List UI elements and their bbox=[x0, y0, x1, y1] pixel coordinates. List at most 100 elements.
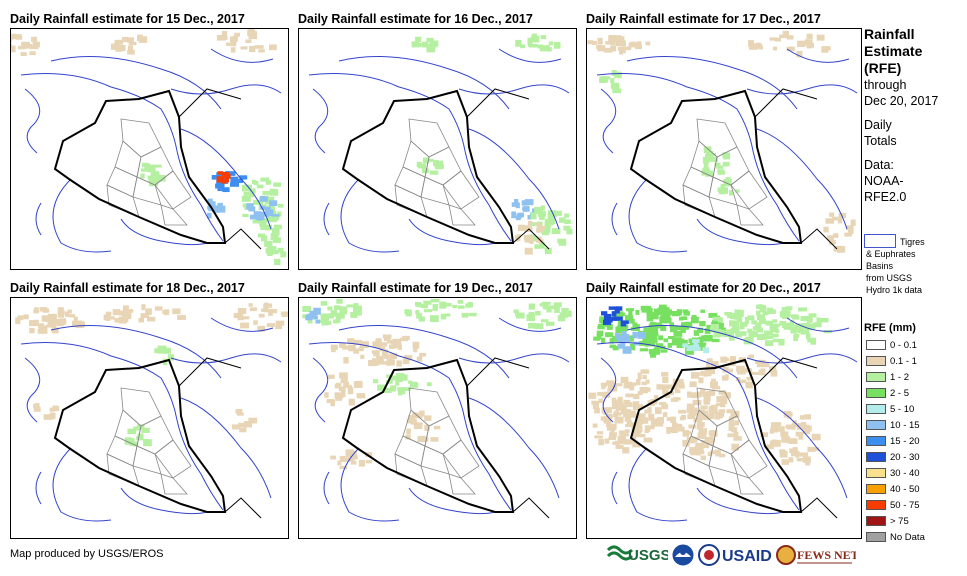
rain-cell bbox=[613, 74, 621, 78]
rain-cell bbox=[561, 307, 569, 315]
rain-cell bbox=[625, 393, 634, 398]
rain-cell bbox=[793, 333, 800, 338]
rain-cell bbox=[384, 336, 391, 341]
rain-cell bbox=[269, 309, 278, 314]
rain-cell bbox=[728, 368, 733, 373]
rain-cell bbox=[623, 439, 633, 445]
rain-cell bbox=[21, 41, 30, 49]
rain-cell bbox=[671, 427, 678, 434]
rain-cell bbox=[542, 305, 548, 309]
rain-cell bbox=[637, 372, 642, 380]
rain-cell bbox=[312, 315, 318, 320]
legend-swatch bbox=[866, 420, 886, 430]
rain-cell bbox=[678, 409, 686, 414]
rain-cell bbox=[157, 175, 166, 182]
rain-cell bbox=[629, 343, 636, 351]
legend-swatch bbox=[866, 356, 886, 366]
basin-line-5: Hydro 1k data bbox=[866, 285, 923, 295]
rain-cell bbox=[245, 39, 252, 44]
rain-cell bbox=[371, 350, 380, 354]
rain-cell bbox=[163, 347, 171, 354]
rain-cell bbox=[11, 33, 16, 40]
rain-cell bbox=[540, 35, 547, 40]
legend-title: RFE (mm) bbox=[864, 322, 916, 334]
rain-cell bbox=[694, 411, 703, 416]
sidebar-daily: Daily bbox=[864, 118, 892, 132]
rain-cell bbox=[553, 213, 558, 217]
rain-cell bbox=[416, 356, 423, 362]
river-basin-line bbox=[628, 447, 688, 522]
legend-label: 30 - 40 bbox=[890, 468, 920, 479]
basin-line-3: Basins bbox=[866, 261, 894, 271]
usaid-logo: USAID bbox=[698, 540, 776, 570]
rain-cell bbox=[737, 332, 747, 336]
rain-cell bbox=[655, 407, 662, 415]
rain-cell bbox=[669, 322, 675, 328]
rain-cell bbox=[669, 325, 678, 333]
rain-cell bbox=[23, 314, 29, 320]
rain-cell bbox=[343, 381, 349, 388]
rain-cell bbox=[233, 35, 238, 42]
rain-cell bbox=[522, 207, 530, 211]
rain-cell bbox=[775, 440, 781, 447]
rain-cell bbox=[632, 401, 640, 407]
rain-cell bbox=[610, 316, 618, 321]
rain-cell bbox=[715, 414, 720, 420]
rain-cell bbox=[379, 346, 386, 352]
rain-cell bbox=[515, 202, 520, 209]
rain-cell bbox=[260, 205, 266, 210]
rain-cell bbox=[515, 39, 522, 47]
rain-cell bbox=[622, 447, 630, 454]
rain-cell bbox=[685, 347, 694, 355]
rain-cell bbox=[702, 392, 708, 398]
map-panel-1 bbox=[10, 28, 289, 270]
rain-cell bbox=[607, 387, 615, 392]
rain-cell bbox=[689, 411, 695, 419]
rain-cell bbox=[563, 225, 571, 231]
rain-cell bbox=[608, 306, 617, 310]
rain-cell bbox=[624, 315, 634, 321]
rain-cell bbox=[250, 29, 256, 37]
rain-cell bbox=[630, 440, 638, 444]
rain-cell bbox=[757, 304, 763, 308]
rain-cell bbox=[663, 317, 671, 324]
river-basin-line bbox=[340, 447, 400, 522]
rain-cell bbox=[724, 393, 731, 399]
rain-cell bbox=[676, 309, 683, 316]
rain-cell bbox=[800, 329, 810, 335]
rain-cell bbox=[600, 416, 610, 421]
rain-cell bbox=[244, 184, 253, 192]
river-basin-line bbox=[756, 397, 848, 499]
rain-cell bbox=[702, 156, 710, 164]
rain-cell bbox=[692, 339, 700, 344]
rain-cell bbox=[416, 303, 423, 308]
river-basin-line bbox=[20, 342, 224, 511]
rain-cell bbox=[11, 36, 12, 43]
rain-cell bbox=[681, 316, 688, 321]
rain-cell bbox=[717, 187, 726, 193]
rain-cell bbox=[610, 78, 615, 84]
rain-cell bbox=[671, 422, 678, 429]
rain-cell bbox=[779, 311, 787, 318]
rain-cell bbox=[215, 207, 220, 213]
rain-cell bbox=[705, 170, 713, 177]
rain-cell bbox=[801, 323, 810, 328]
rain-cell bbox=[641, 381, 648, 386]
rain-cell bbox=[564, 213, 570, 218]
legend-swatch bbox=[866, 468, 886, 478]
rain-cell bbox=[121, 36, 129, 43]
rain-cell bbox=[722, 161, 730, 167]
rain-cell bbox=[611, 70, 617, 76]
river-basin-line bbox=[120, 487, 208, 515]
rain-cell bbox=[612, 441, 617, 445]
rain-cell bbox=[633, 393, 640, 400]
river-basin-line bbox=[408, 487, 496, 515]
rain-cell bbox=[754, 43, 763, 49]
rain-cell bbox=[517, 224, 526, 231]
rain-cell bbox=[631, 382, 637, 387]
river-basin-line bbox=[600, 357, 617, 423]
rain-cell bbox=[265, 180, 272, 185]
rain-cell bbox=[632, 442, 641, 448]
rain-cell bbox=[255, 213, 261, 219]
rain-cell bbox=[15, 317, 21, 325]
